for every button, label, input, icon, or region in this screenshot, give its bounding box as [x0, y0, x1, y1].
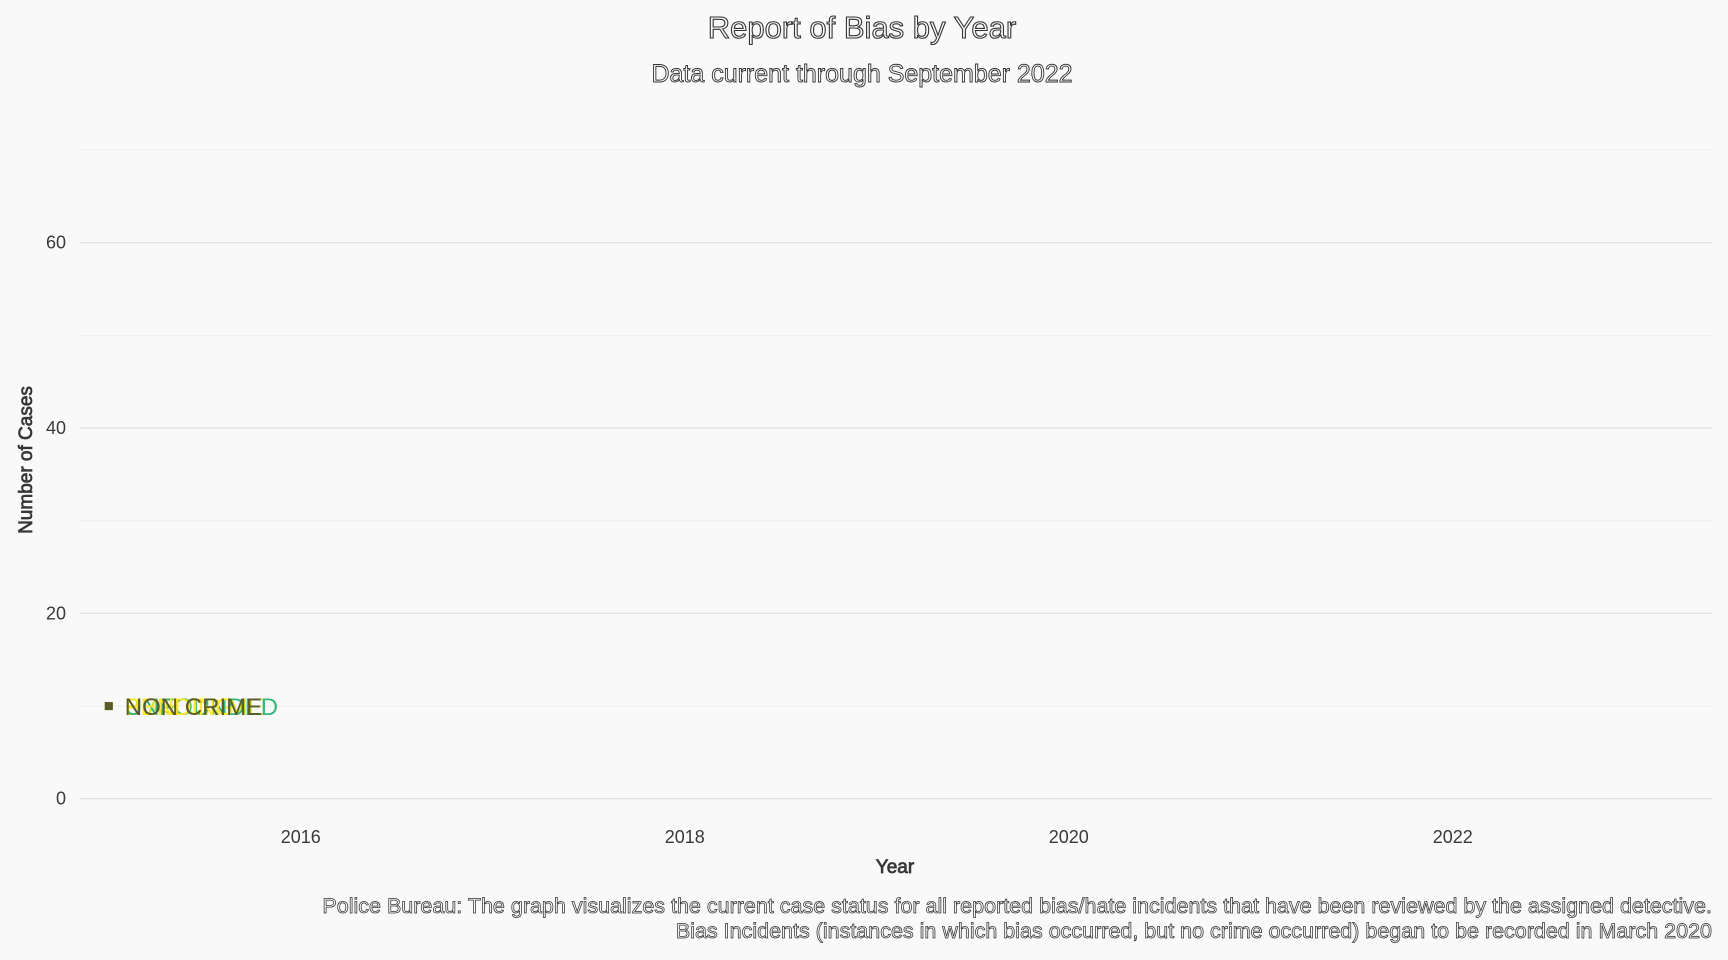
y-tick-label: 40 — [46, 418, 66, 438]
x-axis-title: Year — [876, 857, 915, 878]
data-label: BIAS CRIME — [125, 694, 264, 721]
y-tick-label: 60 — [46, 233, 66, 253]
caption-line-2: Bias Incidents (instances in which bias … — [676, 919, 1712, 943]
y-axis-title: Number of Cases — [16, 386, 37, 534]
data-label: NON CRIME — [125, 694, 262, 721]
data-point — [104, 702, 113, 711]
chart-title: Report of Bias by Year — [708, 10, 1016, 45]
chart-subtitle: Data current through September 2022 — [651, 60, 1072, 88]
caption-line-1: Police Bureau: The graph visualizes the … — [322, 894, 1712, 918]
x-tick-label: 2022 — [1433, 827, 1473, 847]
data-label: UNFOUNDED — [125, 694, 278, 721]
data-label: PENDING — [125, 694, 234, 721]
grid-lines — [80, 149, 1712, 800]
x-axis-ticks: 2016 2018 2020 2022 — [281, 827, 1473, 847]
x-tick-label: 2018 — [665, 827, 705, 847]
y-axis-ticks: 0 20 40 60 — [46, 233, 66, 809]
x-tick-label: 2020 — [1049, 827, 1089, 847]
y-tick-label: 20 — [46, 603, 66, 623]
x-tick-label: 2016 — [281, 827, 321, 847]
y-tick-label: 0 — [56, 789, 66, 809]
